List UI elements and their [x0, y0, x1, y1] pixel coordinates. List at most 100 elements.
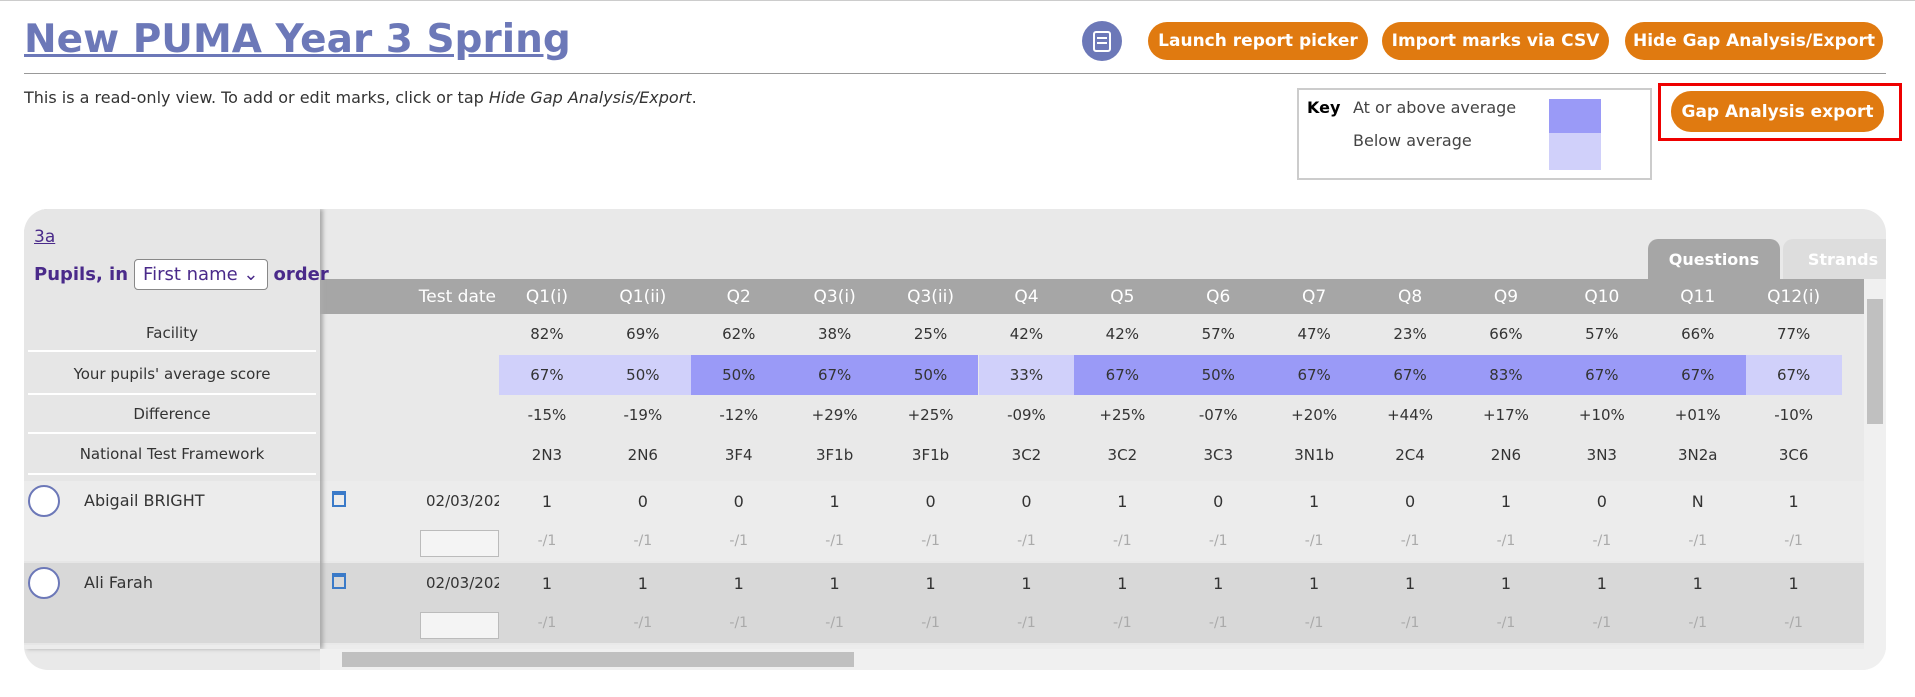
button[interactable]: Gap Analysis export: [1671, 91, 1884, 132]
notice-emphasis: Hide Gap Analysis/Export: [488, 88, 692, 107]
mark-max: -/1: [1592, 533, 1612, 549]
v-scrollbar[interactable]: [1864, 279, 1886, 649]
pupil-cell: [24, 645, 320, 649]
left-rows: Facility Your pupils' average score Differ…: [24, 209, 320, 649]
key-swatch: [1549, 133, 1601, 170]
summary-cell: 3N2a: [1677, 446, 1718, 464]
mark-max: -/1: [1688, 615, 1708, 631]
sort-control: Pupils, in First name ⌄ order: [34, 259, 329, 290]
key-swatch: [1549, 99, 1601, 133]
mark-max: -/1: [825, 615, 844, 631]
button[interactable]: Launch report picker: [1148, 22, 1368, 60]
summary-cell: -09%: [1007, 406, 1046, 424]
column-header: Q7: [1302, 286, 1327, 307]
summary-cell: 50%: [594, 355, 691, 395]
mark-max: -/1: [1496, 615, 1516, 631]
mark-max: -/1: [921, 533, 940, 549]
summary-cell: 23%: [1393, 325, 1427, 343]
mark: 0: [1596, 491, 1607, 511]
summary-cell: 66%: [1681, 325, 1715, 343]
mark-max: -/1: [729, 533, 749, 549]
summary-cell: 67%: [1553, 355, 1650, 395]
button[interactable]: Hide Gap Analysis/Export: [1625, 22, 1883, 60]
mark: 1: [1309, 491, 1320, 511]
summary-cell: 3C2: [1107, 446, 1138, 464]
title[interactable]: New PUMA Year 3 Spring: [24, 17, 571, 62]
pupil-cell: [24, 481, 320, 561]
column-header: Q3(ii): [907, 286, 954, 307]
mark: 1: [1117, 573, 1128, 593]
summary-cell: 3N1b: [1294, 446, 1335, 464]
h-thumb: [342, 652, 854, 667]
notice-end: .: [691, 88, 697, 107]
mark: 1: [1404, 573, 1416, 593]
pupil-icon[interactable]: [28, 485, 60, 517]
summary-cell: 50%: [882, 355, 979, 395]
mark-max: -/1: [1688, 533, 1708, 549]
summary-cell: +29%: [811, 406, 858, 424]
date-input[interactable]: [420, 612, 499, 639]
summary-cell: +44%: [1387, 406, 1433, 424]
pupil-row: [320, 645, 1864, 649]
summary-cell: 47%: [1297, 325, 1331, 343]
h-scrollbar[interactable]: [320, 649, 1886, 670]
mark: 0: [637, 491, 648, 511]
date-input[interactable]: [420, 530, 499, 557]
summary-cell: 3C3: [1203, 446, 1234, 464]
sort-select[interactable]: First name ⌄: [134, 259, 268, 290]
summary-cell: 2N6: [1490, 446, 1522, 464]
row-label: Facility: [28, 316, 316, 352]
mark-max: -/1: [1784, 533, 1803, 549]
summary-cell: -10%: [1774, 406, 1814, 424]
summary-cell: 33%: [978, 355, 1075, 395]
mark-max: -/1: [729, 615, 749, 631]
button[interactable]: Import marks via CSV: [1382, 22, 1609, 60]
mark-max: -/1: [633, 615, 653, 631]
group-link[interactable]: 3a: [34, 227, 56, 247]
summary-cell: 3C6: [1778, 446, 1809, 464]
summary-cell: 67%: [1362, 355, 1458, 395]
delete-icon[interactable]: [332, 573, 346, 589]
mark: 1: [1692, 573, 1703, 593]
summary-cell: 67%: [1649, 355, 1746, 395]
summary-cell: +25%: [907, 406, 954, 424]
mark: 1: [1309, 573, 1320, 593]
mark: 0: [1404, 491, 1416, 511]
mark: 1: [1213, 573, 1224, 593]
mark-max: -/1: [921, 615, 940, 631]
summary-cell: 50%: [690, 355, 787, 395]
delete-icon[interactable]: [332, 491, 346, 507]
pupil-name: Abigail BRIGHT: [84, 491, 205, 510]
mark-max: -/1: [1017, 533, 1036, 549]
summary-cell: 3F1b: [911, 446, 950, 464]
pupil-cell: [24, 563, 320, 643]
grid: Test date Q1(i) Q1(ii) Q2 Q3(i) Q3(ii) Q4 Q5 Q6 Q…: [24, 209, 1864, 649]
tab[interactable]: Questions: [1648, 239, 1780, 279]
summary-cell: 2N6: [627, 446, 658, 464]
pupil-icon[interactable]: [28, 567, 60, 599]
summary-cell: 3F1b: [816, 446, 854, 464]
summary-cell: 83%: [1458, 355, 1554, 395]
mark-max: -/1: [825, 533, 844, 549]
summary-cell: 2N3: [531, 446, 563, 464]
summary-cell: 2C4: [1395, 446, 1425, 464]
summary-cell: 67%: [786, 355, 883, 395]
sort-value: First name: [143, 264, 238, 285]
summary-cell: -07%: [1198, 406, 1238, 424]
summary-cell: 69%: [626, 325, 660, 343]
mark-max: -/1: [1400, 533, 1420, 549]
summary-cell: 66%: [1489, 325, 1523, 343]
summary-cell: 3C2: [1011, 446, 1042, 464]
pupil-row: [320, 481, 1864, 561]
summary-cell: 42%: [1105, 325, 1139, 343]
help-icon[interactable]: [1082, 21, 1122, 61]
column-header: Q8: [1397, 286, 1423, 307]
summary-cell: -15%: [527, 406, 567, 424]
mark: 1: [1500, 573, 1512, 593]
mark: 1: [637, 573, 648, 593]
tab[interactable]: Strands: [1783, 239, 1886, 279]
mark-max: -/1: [1112, 533, 1132, 549]
summary-cell: 25%: [913, 325, 948, 343]
column-header: Q11: [1680, 286, 1716, 307]
